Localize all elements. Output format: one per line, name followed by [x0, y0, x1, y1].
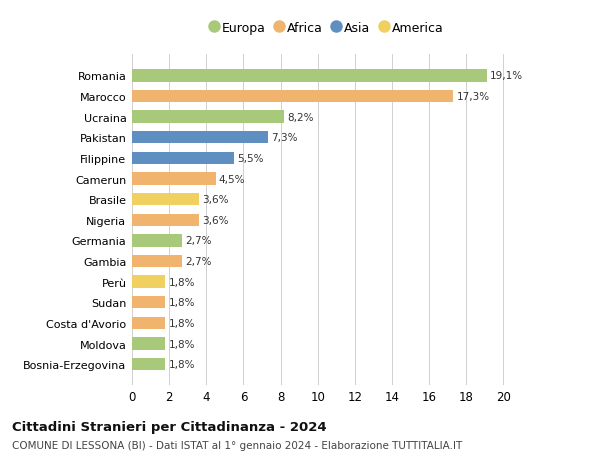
- Text: 5,5%: 5,5%: [238, 154, 264, 163]
- Text: 4,5%: 4,5%: [219, 174, 245, 184]
- Bar: [132, 91, 453, 103]
- Bar: [132, 276, 166, 288]
- Bar: [132, 152, 234, 165]
- Bar: [132, 214, 199, 226]
- Text: 3,6%: 3,6%: [202, 215, 229, 225]
- Text: 7,3%: 7,3%: [271, 133, 298, 143]
- Text: 3,6%: 3,6%: [202, 195, 229, 205]
- Bar: [132, 255, 182, 268]
- Bar: [132, 194, 199, 206]
- Text: 1,8%: 1,8%: [169, 359, 195, 369]
- Text: 19,1%: 19,1%: [490, 71, 523, 81]
- Text: 17,3%: 17,3%: [457, 92, 490, 102]
- Text: 2,7%: 2,7%: [185, 257, 212, 267]
- Bar: [132, 70, 487, 83]
- Legend: Europa, Africa, Asia, America: Europa, Africa, Asia, America: [211, 22, 443, 34]
- Text: 1,8%: 1,8%: [169, 339, 195, 349]
- Text: Cittadini Stranieri per Cittadinanza - 2024: Cittadini Stranieri per Cittadinanza - 2…: [12, 420, 326, 433]
- Bar: [132, 111, 284, 123]
- Bar: [132, 173, 215, 185]
- Bar: [132, 235, 182, 247]
- Text: 1,8%: 1,8%: [169, 297, 195, 308]
- Bar: [132, 358, 166, 370]
- Text: 2,7%: 2,7%: [185, 236, 212, 246]
- Bar: [132, 338, 166, 350]
- Bar: [132, 132, 268, 144]
- Text: 1,8%: 1,8%: [169, 318, 195, 328]
- Bar: [132, 317, 166, 330]
- Bar: [132, 297, 166, 309]
- Text: 8,2%: 8,2%: [287, 112, 314, 123]
- Text: COMUNE DI LESSONA (BI) - Dati ISTAT al 1° gennaio 2024 - Elaborazione TUTTITALIA: COMUNE DI LESSONA (BI) - Dati ISTAT al 1…: [12, 440, 462, 450]
- Text: 1,8%: 1,8%: [169, 277, 195, 287]
